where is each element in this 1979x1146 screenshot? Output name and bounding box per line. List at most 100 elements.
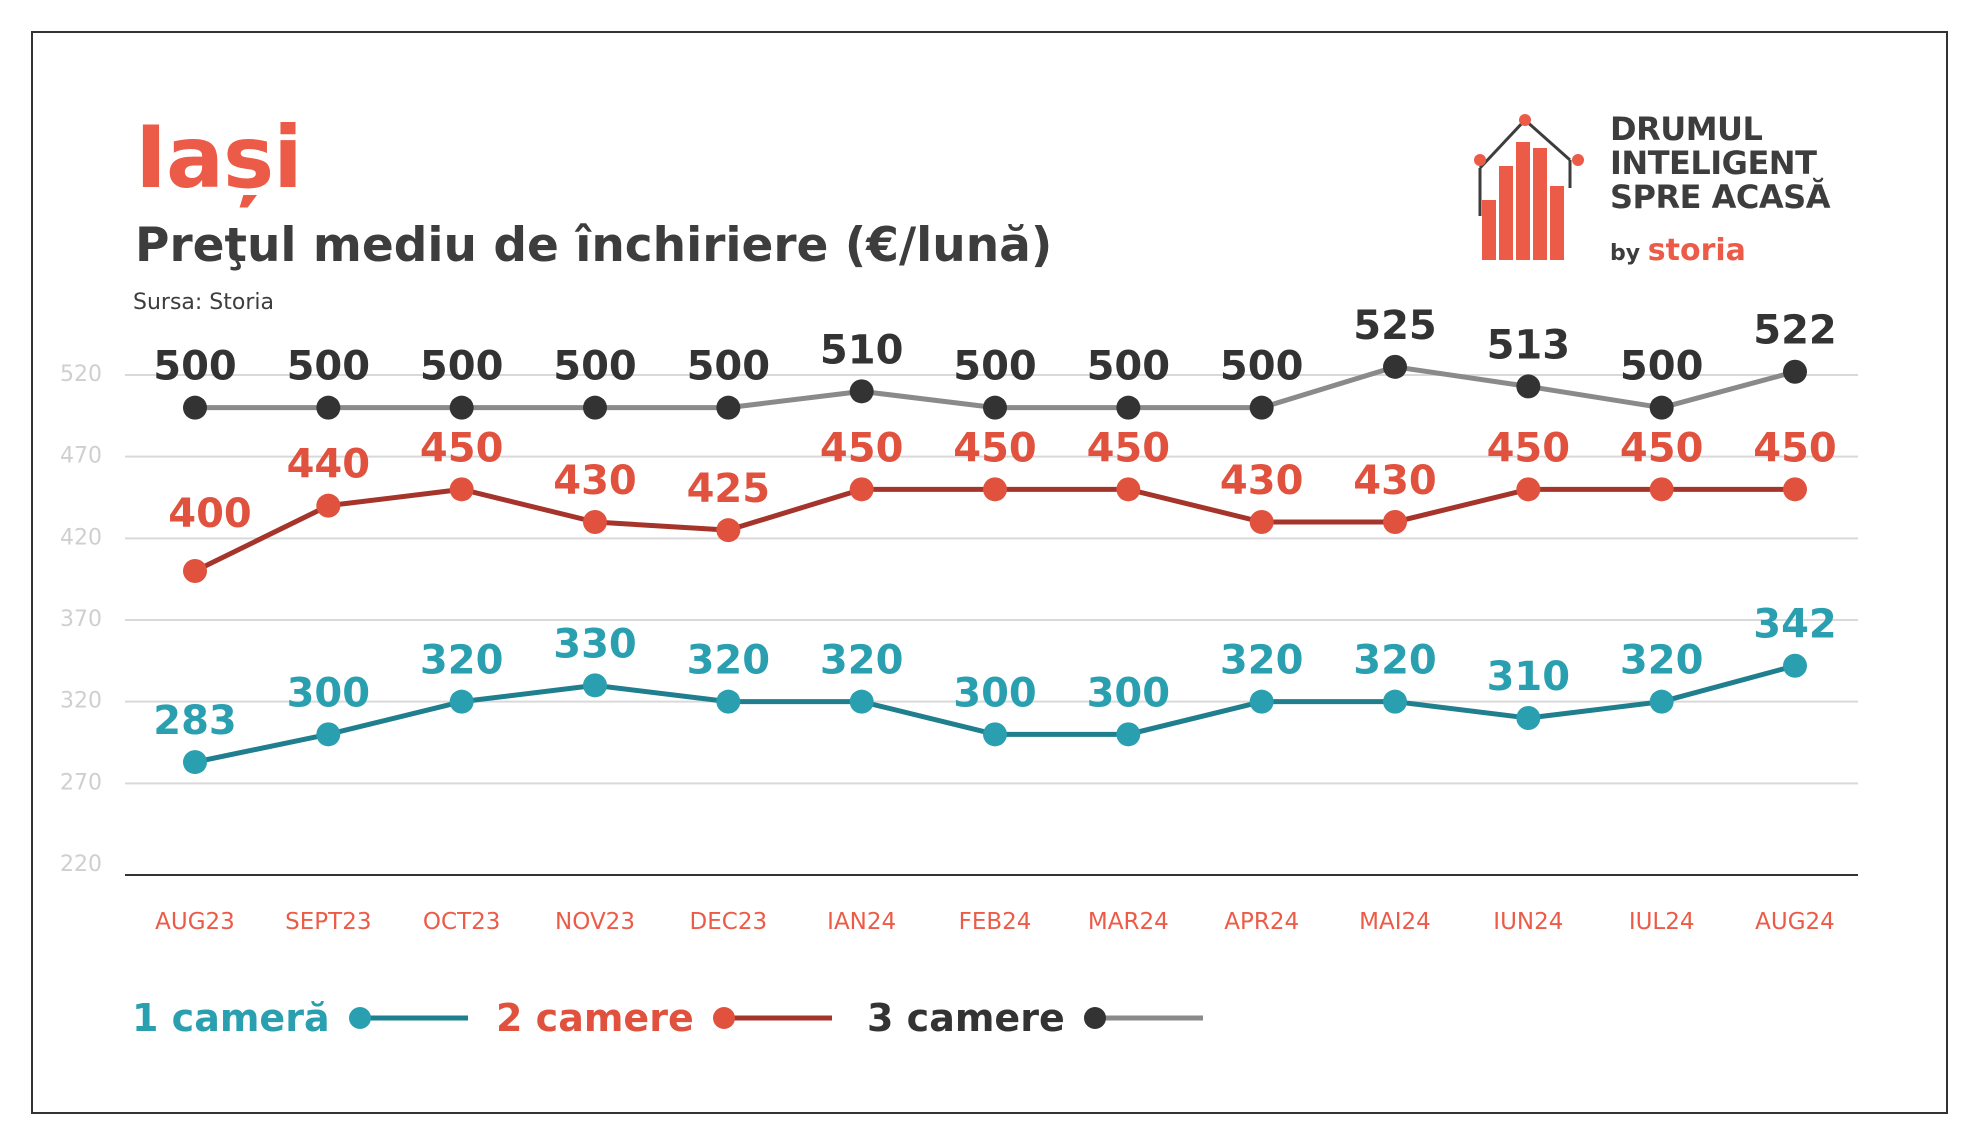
data-point [983,477,1007,502]
legend-item-2-camere: 2 camere [496,988,832,1048]
data-label: 400 [168,491,252,537]
house-chart-icon [1474,114,1584,260]
data-point [183,395,207,420]
data-label: 440 [287,442,371,488]
y-tick-label: 270 [60,770,102,795]
data-point [1516,477,1541,502]
x-tick-label: MAI24 [1359,909,1431,935]
data-label: 310 [1487,654,1571,700]
data-label: 522 [1753,308,1837,354]
data-label: 342 [1753,602,1837,648]
data-point [1116,722,1141,747]
legend-label-1-camera: 1 cameră [132,996,330,1040]
data-point [1516,706,1541,730]
logo-text: DRUMUL INTELIGENT SPRE ACASĂ [1610,112,1830,214]
data-label: 450 [1620,425,1704,471]
data-label: 450 [1487,425,1571,471]
x-tick-label: APR24 [1224,909,1299,935]
data-label: 320 [1220,638,1304,684]
data-point [1516,374,1541,399]
data-point [1783,653,1807,678]
data-point [1249,510,1274,534]
data-label: 450 [820,425,904,471]
data-label: 320 [687,638,771,684]
data-label: 283 [153,698,237,744]
x-tick-label: AUG24 [1755,909,1835,935]
data-point [983,395,1007,420]
data-label: 500 [953,344,1037,390]
y-tick-label: 370 [60,607,102,632]
data-point [1116,395,1141,420]
x-tick-label: AUG23 [155,909,235,935]
data-label: 450 [1753,425,1837,471]
chart-title: Iași [135,108,303,208]
data-point [449,395,474,420]
x-tick-label: DEC23 [690,909,768,935]
data-label: 430 [553,458,637,504]
chart-subtitle: Preţul mediu de închiriere (€/lună) [135,218,1053,273]
y-tick-label: 320 [60,689,102,714]
x-tick-label: OCT23 [423,909,500,935]
data-label: 320 [1620,638,1704,684]
y-tick-label: 470 [60,444,102,469]
series-line-2 [193,486,1795,574]
legend-item-3-camere: 3 camere [867,988,1203,1048]
source-note: Sursa: Storia [133,290,274,315]
data-label: 513 [1487,322,1571,368]
data-label: 300 [953,670,1037,716]
logo: DRUMUL INTELIGENT SPRE ACASĂ by storia [1470,108,1870,278]
legend-label-3-camere: 3 camere [867,996,1065,1040]
data-point [849,477,874,502]
logo-line-1: DRUMUL [1610,110,1763,148]
data-point [1383,354,1407,379]
legend-marker-1-camera [348,1007,468,1029]
data-point [316,395,341,420]
y-tick-label: 520 [60,362,102,387]
data-point [583,510,607,534]
data-point [183,559,207,583]
data-point [316,722,341,747]
data-point [716,518,741,543]
data-label: 450 [953,425,1037,471]
data-point [583,395,607,420]
logo-by: by [1610,241,1641,266]
data-point [1116,477,1141,502]
data-label: 500 [287,344,371,390]
data-label: 500 [1087,344,1171,390]
data-label: 500 [553,344,637,390]
x-tick-label: SEPT23 [285,909,371,935]
chart-frame [31,31,1948,1114]
data-label: 450 [420,425,504,471]
data-label: 510 [820,327,904,373]
data-point [849,379,874,404]
data-point [716,689,741,714]
data-label: 500 [1220,344,1304,390]
x-tick-label: NOV23 [555,909,635,935]
data-point [1383,689,1407,714]
data-point [1649,395,1674,420]
logo-line-2: INTELIGENT [1610,144,1817,182]
y-tick-label: 220 [60,852,102,877]
x-tick-label: IAN24 [827,909,896,935]
legend-item-1-camera: 1 cameră [132,988,468,1048]
x-tick-label: MAR24 [1088,909,1169,935]
data-label: 300 [1087,670,1171,716]
data-point [449,477,474,502]
data-label: 320 [820,638,904,684]
data-point [1783,477,1807,502]
logo-brand: storia [1647,233,1746,268]
data-label: 425 [687,466,771,512]
data-point [1649,689,1674,714]
data-label: 525 [1353,303,1437,349]
data-point [316,493,341,518]
data-label: 300 [287,670,371,716]
data-label: 320 [420,638,504,684]
x-tick-label: FEB24 [959,909,1032,935]
data-label: 500 [687,344,771,390]
data-label: 320 [1353,638,1437,684]
legend-label-2-camere: 2 camere [496,996,694,1040]
legend-marker-2-camere [712,1007,832,1029]
data-point [583,673,607,698]
legend-marker-3-camere [1083,1007,1203,1029]
